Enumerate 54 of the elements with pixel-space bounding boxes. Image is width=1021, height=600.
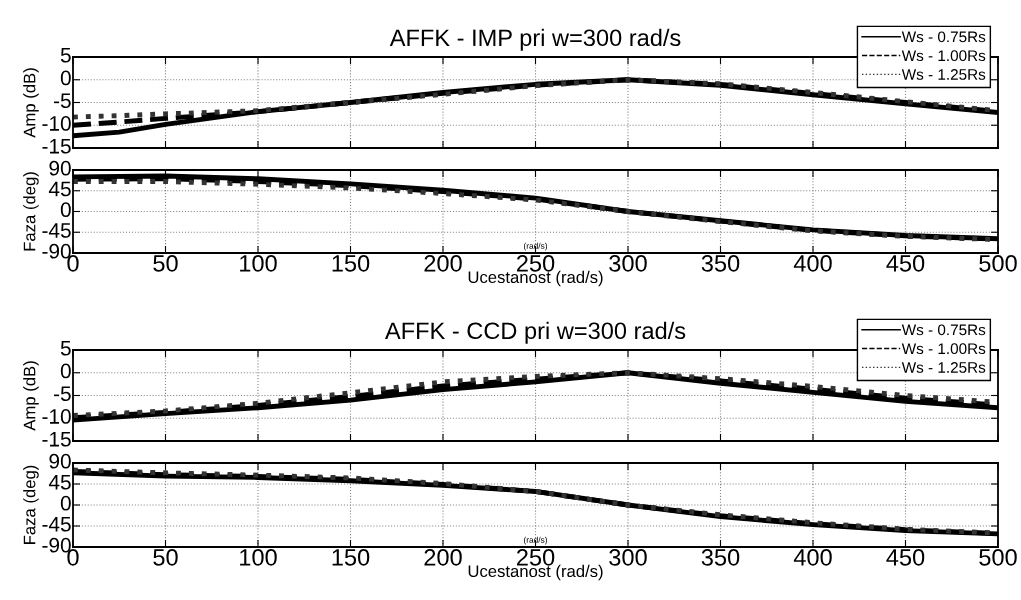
y-tick-label: 90 (49, 160, 71, 176)
x-tick-label: 400 (793, 255, 832, 272)
y-axis-title: Amp (dB) (23, 68, 39, 138)
y-tick-label: 45 (48, 181, 71, 197)
x-tick-label: 150 (332, 255, 370, 272)
annotation: (rad/s) (523, 242, 548, 251)
y-axis-title: Faza (deg) (23, 172, 39, 251)
x-tick-label: 500 (979, 255, 1017, 272)
x-tick-label: 250 (516, 255, 555, 272)
y-axis-title: Faza (deg) (23, 465, 39, 544)
x-tick-label: 200 (424, 255, 462, 272)
y-tick-label: 0 (60, 70, 71, 86)
y-axis-title: Amp (dB) (23, 361, 39, 431)
x-tick-label: 350 (701, 255, 740, 272)
x-tick-label: 250 (516, 549, 555, 566)
x-axis-title: Ucestanost (rad/s) (468, 564, 603, 581)
legend-label: Ws - 1.25Rs (901, 69, 986, 80)
x-tick-label: 300 (609, 549, 647, 566)
x-tick-label: 100 (240, 255, 277, 272)
chart-title: AFFK - CCD pri w=300 rad/s (384, 321, 686, 344)
legend-label: Ws - 0.75Rs (901, 324, 986, 336)
x-tick-label: 500 (979, 549, 1017, 566)
y-tick-label: -5 (54, 93, 71, 109)
legend-label: Ws - 1.00Rs (901, 50, 986, 62)
legend-label: Ws - 1.00Rs (901, 343, 986, 355)
x-tick-label: 300 (609, 255, 647, 272)
x-tick-label: 400 (793, 549, 832, 566)
x-axis-title: Ucestanost (rad/s) (468, 270, 603, 287)
y-tick-label: 5 (60, 48, 71, 63)
legend-label: Ws - 1.25Rs (901, 362, 986, 373)
y-tick-label: 45 (48, 475, 71, 490)
x-tick-label: 50 (153, 255, 178, 272)
y-tick-label: -5 (54, 386, 71, 402)
y-tick-label: 5 (60, 341, 71, 356)
y-tick-label: -15 (42, 432, 71, 447)
y-tick-label: -10 (42, 409, 71, 424)
y-tick-label: 0 (60, 363, 71, 379)
x-tick-label: 200 (424, 549, 462, 566)
y-tick-label: -45 (42, 517, 71, 532)
x-tick-label: 450 (886, 255, 925, 272)
y-tick-label: 90 (49, 453, 71, 469)
x-tick-label: 350 (701, 549, 740, 566)
x-tick-label: 450 (886, 549, 925, 566)
y-tick-label: 0 (60, 495, 71, 511)
y-tick-label: 0 (60, 202, 71, 218)
y-tick-label: -15 (42, 139, 71, 154)
legend-label: Ws - 0.75Rs (901, 31, 986, 43)
x-tick-label: 150 (332, 549, 370, 566)
y-tick-label: -10 (42, 116, 71, 131)
chart-title: AFFK - IMP pri w=300 rad/s (389, 28, 681, 51)
x-tick-label: 100 (240, 549, 277, 566)
annotation: (rad/s) (523, 536, 548, 545)
y-tick-label: -45 (42, 223, 71, 238)
x-tick-label: 50 (153, 549, 178, 566)
